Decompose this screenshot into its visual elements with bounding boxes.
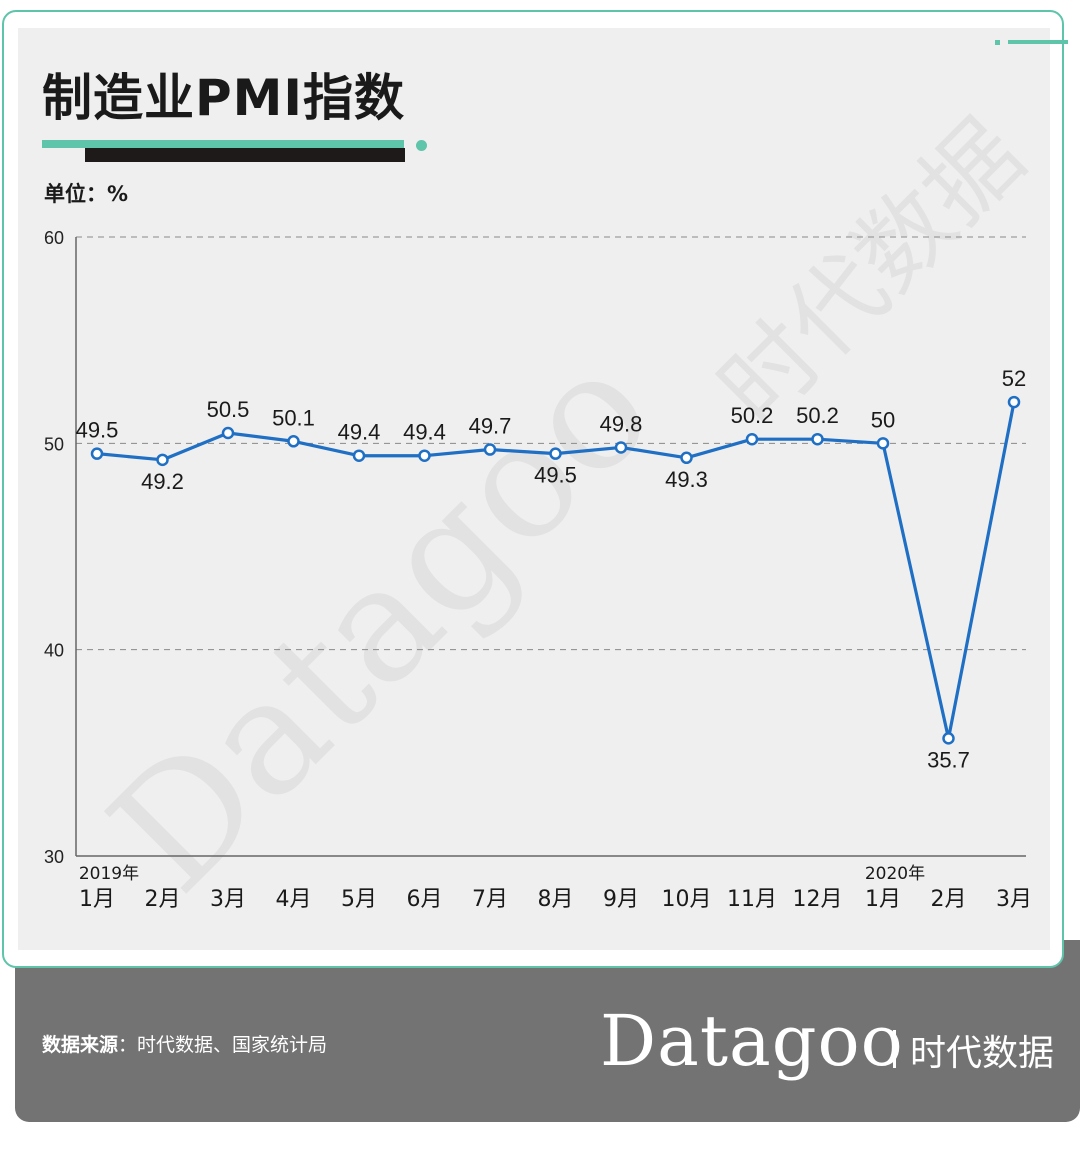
footer-background — [15, 940, 1080, 1122]
data-point — [418, 449, 431, 462]
data-point — [680, 451, 693, 465]
x-tick-label: 10月 — [662, 887, 712, 912]
data-label: 49.2 — [141, 469, 184, 494]
data-point — [876, 437, 890, 450]
data-point — [483, 443, 497, 456]
y-tick-label: 60 — [44, 228, 64, 248]
data-label: 35.7 — [927, 747, 970, 772]
data-point — [942, 732, 955, 745]
x-tick-label: 11月 — [727, 887, 777, 912]
y-tick-label: 40 — [44, 641, 64, 661]
x-year-label: 2020年 — [865, 864, 925, 884]
series-group: 49.5 49.2 50.5 50.1 49.4 49.4 49.7 49.5 49.8 49.3… — [76, 366, 1027, 772]
data-label: 50.5 — [207, 397, 250, 422]
y-axis-ticks: 30 40 50 60 — [44, 228, 64, 867]
chart-panel — [18, 28, 1050, 950]
data-source-text: ：时代数据、国家统计局 — [118, 1034, 328, 1056]
chart-gridlines — [76, 236, 1026, 651]
brand-separator — [893, 1030, 896, 1068]
corner-accent-line — [1008, 40, 1068, 44]
brand-logo-cn: 时代数据 — [910, 1033, 1055, 1074]
chart-axes — [75, 237, 1026, 857]
data-point — [1007, 395, 1021, 409]
data-point — [811, 432, 824, 446]
watermark-text-cn: 时代数据 — [698, 100, 1044, 446]
x-tick-label: 1月 — [79, 887, 115, 912]
y-tick-label: 30 — [44, 847, 64, 867]
data-point — [156, 453, 169, 467]
data-point — [745, 432, 759, 446]
data-source: 数据来源：时代数据、国家统计局 — [42, 1030, 327, 1057]
data-point — [614, 441, 628, 454]
data-point — [90, 447, 104, 460]
title-accent-dot — [416, 140, 427, 151]
y-tick-label: 50 — [44, 434, 64, 454]
brand-logo: Datagoo — [600, 1000, 904, 1082]
x-tick-label: 3月 — [210, 887, 246, 912]
data-label: 50.1 — [272, 405, 315, 430]
data-label: 49.7 — [469, 414, 512, 439]
x-axis-ticks: 1月 2月 3月 4月 5月 6月 7月 8月 9月 10月 11月 12月 1月 2月 3月 2019年 20… — [79, 864, 1032, 912]
watermark-text: Datagoo — [75, 315, 687, 927]
data-label: 49.5 — [76, 418, 119, 443]
x-tick-label: 4月 — [276, 887, 312, 912]
x-tick-label: 12月 — [793, 887, 843, 912]
data-label: 50 — [871, 407, 895, 432]
data-point — [549, 447, 562, 460]
x-tick-label: 6月 — [407, 887, 443, 912]
data-label: 49.4 — [403, 420, 446, 445]
title-underline-teal — [42, 140, 404, 148]
data-label: 52 — [1002, 366, 1026, 391]
corner-accent-dot — [995, 40, 1000, 45]
data-source-label: 数据来源 — [42, 1034, 119, 1056]
data-label: 49.3 — [665, 467, 708, 492]
data-point — [287, 435, 300, 448]
data-label: 50.2 — [796, 403, 839, 428]
x-tick-label: 1月 — [865, 887, 901, 912]
data-point — [352, 449, 366, 462]
x-tick-label: 2月 — [145, 887, 181, 912]
x-tick-label: 9月 — [603, 887, 639, 912]
unit-label: 单位：% — [44, 182, 129, 206]
chart-title: 制造业PMI指数 — [42, 69, 406, 127]
x-year-label: 2019年 — [79, 864, 139, 884]
data-label: 49.5 — [534, 463, 577, 488]
data-label: 50.2 — [731, 403, 774, 428]
x-tick-label: 7月 — [472, 887, 508, 912]
title-underline-dark — [85, 148, 405, 162]
x-tick-label: 8月 — [538, 887, 574, 912]
data-label: 49.8 — [600, 411, 643, 436]
x-tick-label: 5月 — [341, 887, 377, 912]
x-tick-label: 3月 — [996, 887, 1032, 912]
x-tick-label: 2月 — [931, 887, 967, 912]
data-label: 49.4 — [338, 420, 381, 445]
data-point — [221, 426, 235, 440]
